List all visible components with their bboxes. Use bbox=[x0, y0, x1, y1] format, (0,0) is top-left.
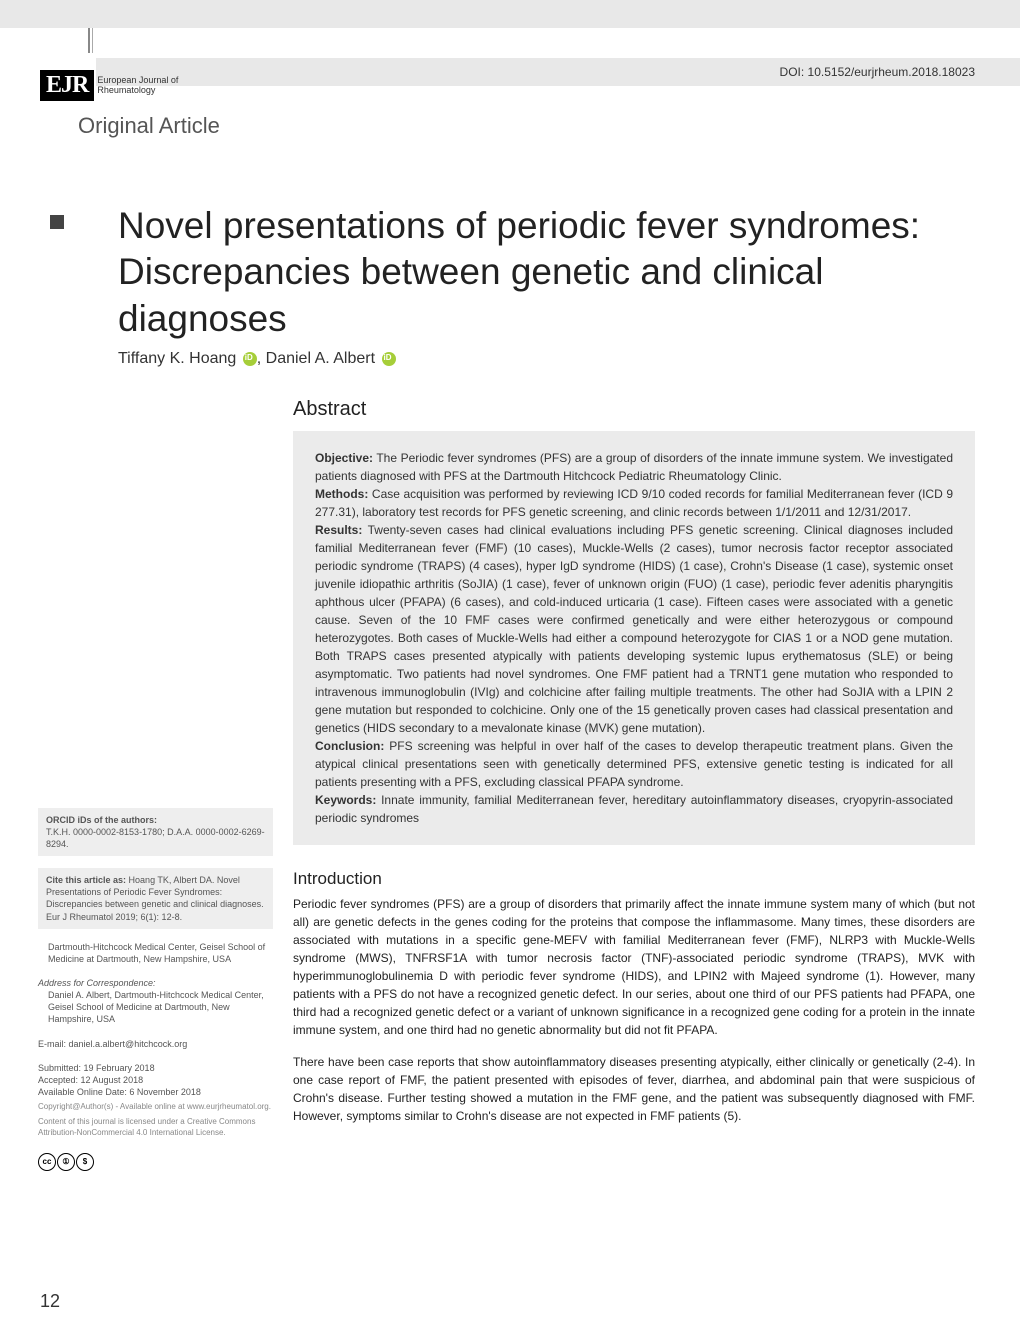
journal-logo: EJR European Journal of Rheumatology bbox=[40, 70, 178, 101]
abstract-conclusion: Conclusion: PFS screening was helpful in… bbox=[315, 737, 953, 791]
affiliation: Dartmouth-Hitchcock Medical Center, Geis… bbox=[48, 942, 265, 964]
top-bar bbox=[0, 0, 1020, 28]
methods-label: Methods: bbox=[315, 487, 368, 501]
intro-paragraph: Periodic fever syndromes (PFS) are a gro… bbox=[293, 895, 975, 1039]
cc-icon: cc bbox=[38, 1153, 56, 1171]
by-icon: ① bbox=[57, 1153, 75, 1171]
orcid-ids: T.K.H. 0000-0002-8153-1780; D.A.A. 0000-… bbox=[46, 827, 265, 849]
journal-name-line: Rheumatology bbox=[97, 86, 178, 96]
journal-logo-mark: EJR bbox=[40, 70, 94, 101]
corr-heading: Address for Correspondence: bbox=[38, 978, 156, 988]
conclusion-text: PFS screening was helpful in over half o… bbox=[315, 739, 953, 789]
title-section: Novel presentations of periodic fever sy… bbox=[0, 203, 1020, 368]
methods-text: Case acquisition was performed by review… bbox=[315, 487, 953, 519]
title-marker-icon bbox=[50, 215, 64, 229]
submitted-date: Submitted: 19 February 2018 bbox=[38, 1063, 155, 1073]
citation-block: Cite this article as: Hoang TK, Albert D… bbox=[38, 868, 273, 929]
orcid-icon bbox=[243, 352, 257, 366]
margin-line bbox=[92, 28, 93, 53]
email-label: E-mail: bbox=[38, 1039, 69, 1049]
author-name: Daniel A. Albert bbox=[266, 350, 375, 367]
cite-heading: Cite this article as: bbox=[46, 875, 126, 885]
email-block: E-mail: daniel.a.albert@hitchcock.org bbox=[38, 1038, 273, 1050]
correspondence-block: Address for Correspondence: Daniel A. Al… bbox=[38, 977, 273, 1026]
sidebar-spacer bbox=[38, 398, 273, 808]
license-block: Content of this journal is licensed unde… bbox=[38, 1117, 273, 1139]
page-number: 12 bbox=[40, 1291, 60, 1312]
results-text: Twenty-seven cases had clinical evaluati… bbox=[315, 523, 953, 735]
license-text: Content of this journal is licensed unde… bbox=[38, 1117, 255, 1137]
abstract-box: Objective: The Periodic fever syndromes … bbox=[293, 431, 975, 845]
objective-text: The Periodic fever syndromes (PFS) are a… bbox=[315, 451, 953, 483]
corr-text: Daniel A. Albert, Dartmouth-Hitchcock Me… bbox=[38, 989, 273, 1025]
online-date: Available Online Date: 6 November 2018 bbox=[38, 1087, 201, 1097]
orcid-ids-block: ORCID iDs of the authors: T.K.H. 0000-00… bbox=[38, 808, 273, 856]
abstract-methods: Methods: Case acquisition was performed … bbox=[315, 485, 953, 521]
cc-license-icon: cc ① $ bbox=[38, 1153, 95, 1171]
main-column: Abstract Objective: The Periodic fever s… bbox=[293, 398, 975, 1171]
email-value: daniel.a.albert@hitchcock.org bbox=[69, 1039, 188, 1049]
orcid-icon bbox=[382, 352, 396, 366]
abstract-results: Results: Twenty-seven cases had clinical… bbox=[315, 521, 953, 737]
margin-line bbox=[88, 28, 90, 53]
keywords-label: Keywords: bbox=[315, 793, 376, 807]
results-label: Results: bbox=[315, 523, 362, 537]
abstract-objective: Objective: The Periodic fever syndromes … bbox=[315, 449, 953, 485]
intro-paragraph: There have been case reports that show a… bbox=[293, 1053, 975, 1125]
authors: Tiffany K. Hoang , Daniel A. Albert bbox=[118, 350, 975, 368]
orcid-heading: ORCID iDs of the authors: bbox=[46, 815, 157, 825]
author-name: Tiffany K. Hoang bbox=[118, 350, 236, 367]
journal-name: European Journal of Rheumatology bbox=[97, 76, 178, 96]
abstract-heading: Abstract bbox=[293, 398, 975, 421]
copyright-block: Copyright@Author(s) - Available online a… bbox=[38, 1102, 273, 1113]
dates-block: Submitted: 19 February 2018 Accepted: 12… bbox=[38, 1062, 273, 1098]
content-wrapper: ORCID iDs of the authors: T.K.H. 0000-00… bbox=[0, 398, 1020, 1171]
doi-bar: DOI: 10.5152/eurjrheum.2018.18023 bbox=[96, 58, 1020, 86]
sidebar: ORCID iDs of the authors: T.K.H. 0000-00… bbox=[0, 398, 293, 1171]
article-title: Novel presentations of periodic fever sy… bbox=[118, 203, 975, 342]
abstract-keywords: Keywords: Innate immunity, familial Medi… bbox=[315, 791, 953, 827]
introduction-heading: Introduction bbox=[293, 869, 975, 889]
doi-text: DOI: 10.5152/eurjrheum.2018.18023 bbox=[780, 65, 975, 79]
accepted-date: Accepted: 12 August 2018 bbox=[38, 1075, 143, 1085]
keywords-text: Innate immunity, familial Mediterranean … bbox=[315, 793, 953, 825]
copyright-text: Copyright@Author(s) - Available online a… bbox=[38, 1102, 271, 1111]
affiliation-block: Dartmouth-Hitchcock Medical Center, Geis… bbox=[38, 941, 273, 965]
conclusion-label: Conclusion: bbox=[315, 739, 384, 753]
nc-icon: $ bbox=[76, 1153, 94, 1171]
objective-label: Objective: bbox=[315, 451, 373, 465]
article-type: Original Article bbox=[78, 113, 220, 139]
